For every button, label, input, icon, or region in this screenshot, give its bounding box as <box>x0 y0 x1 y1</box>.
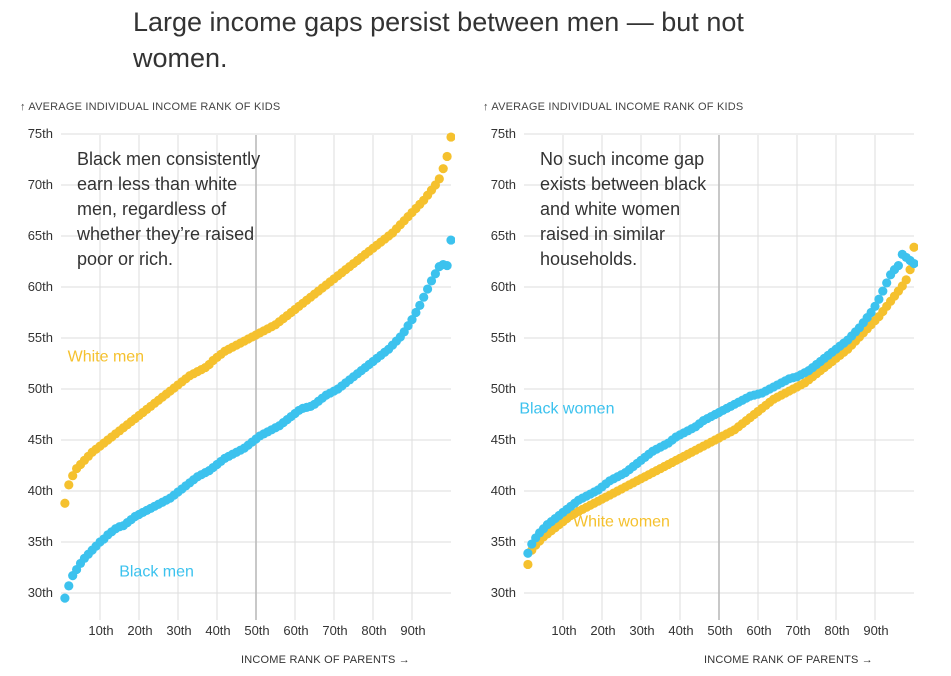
x-tick-label: 80th <box>824 623 849 638</box>
annotation-line: raised in similar <box>540 224 665 244</box>
data-point <box>423 284 433 294</box>
chart-white-black-women: 30th 35th 40th 45th 50th 55th 60th 65th 70th 75th… <box>463 90 918 676</box>
data-point <box>523 559 533 570</box>
y-tick-label: 40th <box>491 483 516 498</box>
annotation-line: earn less than white <box>77 174 237 194</box>
annotation-line: Black men consistently <box>77 149 260 169</box>
data-point <box>882 278 892 288</box>
y-tick-label: 65th <box>28 228 53 243</box>
annotation-line: whether they’re raised <box>76 224 254 244</box>
x-axis-label: INCOME RANK OF PARENTS → <box>704 654 873 666</box>
y-tick-label: 75th <box>491 126 516 141</box>
y-tick-label: 45th <box>491 432 516 447</box>
data-point <box>430 269 440 279</box>
y-tick-label: 70th <box>491 177 516 192</box>
annotation-line: men, regardless of <box>77 199 227 219</box>
data-point <box>64 581 74 591</box>
data-point <box>446 132 455 142</box>
y-tick-label: 75th <box>28 126 53 141</box>
data-point <box>878 286 888 296</box>
x-axis-label: INCOME RANK OF PARENTS → <box>241 654 410 666</box>
x-tick-label: 90th <box>863 623 888 638</box>
y-tick-label: 60th <box>491 279 516 294</box>
data-point <box>407 315 417 325</box>
x-tick-label: 50th <box>244 623 269 638</box>
data-point <box>446 235 455 245</box>
y-tick-label: 65th <box>491 228 516 243</box>
series-label: Black men <box>119 564 194 581</box>
x-tick-label: 30th <box>629 623 654 638</box>
data-point <box>415 300 425 310</box>
data-point <box>419 292 429 302</box>
y-tick-label: 50th <box>491 381 516 396</box>
y-tick-label: 40th <box>28 483 53 498</box>
x-tick-label: 40th <box>205 623 230 638</box>
y-axis-label: ↑ AVERAGE INDIVIDUAL INCOME RANK OF KIDS <box>483 101 743 113</box>
data-point <box>434 174 444 184</box>
y-tick-label: 50th <box>28 381 53 396</box>
annotation-line: poor or rich. <box>77 249 173 269</box>
annotation-line: households. <box>540 249 637 269</box>
series-label: Black women <box>519 400 614 417</box>
headline: Large income gaps persist between men — … <box>133 7 744 73</box>
x-tick-label: 10th <box>88 623 113 638</box>
x-tick-label: 40th <box>668 623 693 638</box>
y-tick-label: 45th <box>28 432 53 447</box>
data-point <box>64 480 74 490</box>
annotation-line: No such income gap <box>540 149 704 169</box>
x-tick-label: 70th <box>322 623 347 638</box>
x-tick-label: 10th <box>551 623 576 638</box>
y-axis-label: ↑ AVERAGE INDIVIDUAL INCOME RANK OF KIDS <box>20 101 280 113</box>
data-point <box>874 294 884 304</box>
x-tick-label: 80th <box>361 623 386 638</box>
x-tick-label: 60th <box>746 623 771 638</box>
x-tick-label: 50th <box>707 623 732 638</box>
data-point <box>438 164 448 174</box>
x-tick-label: 70th <box>785 623 810 638</box>
x-tick-label: 90th <box>400 623 425 638</box>
y-tick-label: 55th <box>491 330 516 345</box>
y-tick-label: 60th <box>28 279 53 294</box>
data-point <box>870 301 880 311</box>
y-tick-label: 35th <box>28 534 53 549</box>
y-tick-label: 70th <box>28 177 53 192</box>
x-tick-label: 20th <box>127 623 152 638</box>
data-point <box>523 548 533 558</box>
data-point <box>442 260 452 271</box>
annotation-line: and white women <box>540 199 680 219</box>
y-tick-label: 30th <box>491 585 516 600</box>
x-tick-label: 30th <box>166 623 191 638</box>
data-point <box>909 258 918 269</box>
chart-svg-women: 30th 35th 40th 45th 50th 55th 60th 65th 70th 75th… <box>483 101 918 666</box>
y-tick-label: 30th <box>28 585 53 600</box>
data-point <box>901 275 911 285</box>
x-tick-label: 20th <box>590 623 615 638</box>
x-tick-label: 60th <box>283 623 308 638</box>
data-point <box>909 242 918 252</box>
data-point <box>426 276 437 286</box>
series-label: White women <box>573 514 670 531</box>
series-label: White men <box>68 348 144 365</box>
y-tick-label: 35th <box>491 534 516 549</box>
chart-white-black-men: 30th 35th 40th 45th 50th 55th 60th 65th 70th 75th… <box>0 90 455 676</box>
data-point <box>68 471 78 481</box>
data-point <box>893 260 903 271</box>
data-point <box>60 593 70 603</box>
y-tick-label: 55th <box>28 330 53 345</box>
data-point <box>60 498 70 508</box>
data-point <box>411 307 421 318</box>
annotation-line: exists between black <box>540 174 707 194</box>
data-point <box>442 151 452 162</box>
chart-svg-men: 30th 35th 40th 45th 50th 55th 60th 65th 70th 75th… <box>20 101 455 666</box>
